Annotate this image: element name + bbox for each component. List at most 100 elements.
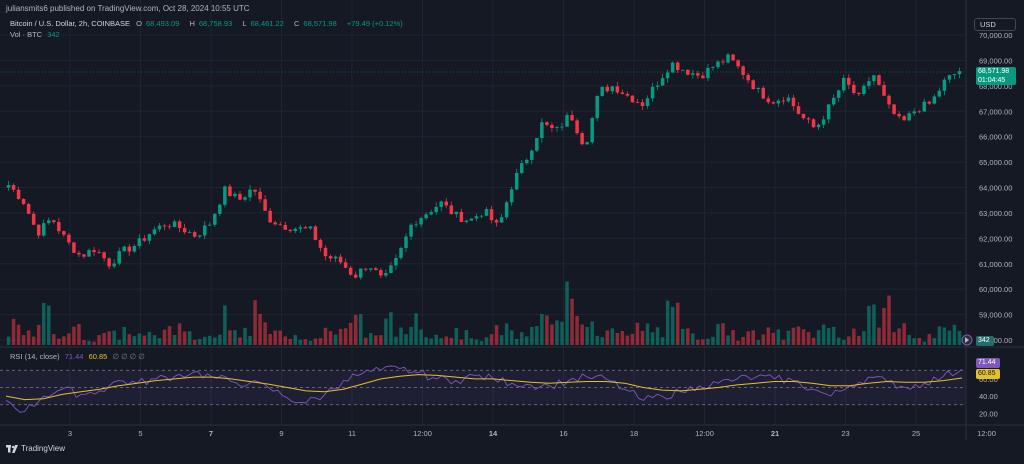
candle-body [338, 256, 343, 263]
candle-body [233, 193, 237, 197]
candle-body [474, 216, 479, 219]
volume-bar [726, 335, 730, 345]
tradingview-brand[interactable]: TradingView [6, 444, 65, 453]
volume-bar [595, 335, 599, 345]
candle-body [6, 185, 11, 188]
volume-bar [102, 333, 106, 345]
volume-bar [680, 328, 685, 345]
candle-body [535, 138, 539, 151]
volume-bar [469, 338, 474, 345]
volume-bar [560, 321, 564, 345]
ohlc-open: O 68,493.09 [136, 19, 180, 28]
candle-body [514, 172, 519, 190]
volume-legend[interactable]: Vol · BTC 342 [10, 30, 60, 39]
candle-body [363, 268, 368, 270]
volume-bar [298, 339, 303, 345]
candle-body [831, 97, 836, 105]
volume-bar [77, 324, 81, 345]
rsi-extra-icons[interactable]: ∅ ∅ ∅ ∅ [112, 352, 145, 361]
price-tick-label: 65,000.00 [979, 158, 1012, 167]
candle-body [852, 84, 856, 93]
candle-body [540, 122, 544, 139]
brand-name: TradingView [21, 444, 66, 453]
candle-body [686, 69, 690, 75]
candle-body [836, 90, 841, 98]
rsi-value-badge: 71.44 [976, 358, 1000, 368]
candle-body [751, 80, 755, 90]
candle-body [776, 100, 781, 104]
last-price-badge: 68,571.98 01:04:45 [976, 67, 1016, 85]
volume-bar [353, 314, 358, 345]
candle-body [313, 226, 318, 240]
volume-bar [509, 330, 514, 345]
candle-body [872, 75, 876, 82]
volume-bar [796, 326, 801, 345]
candle-body [11, 185, 16, 190]
price-tick-label: 58,000.00 [979, 336, 1012, 345]
currency-button[interactable]: USD [974, 18, 1016, 31]
volume-bar [831, 326, 836, 345]
candle-body [645, 98, 650, 107]
symbol-title[interactable]: Bitcoin / U.S. Dollar, 2h, COINBASE [10, 19, 131, 28]
rsi-legend[interactable]: RSI (14, close) 71.44 60.85 ∅ ∅ ∅ ∅ [10, 352, 145, 361]
candle-body [796, 106, 801, 114]
candle-body [882, 84, 886, 96]
volume-bar [6, 336, 11, 345]
volume-bar [645, 323, 650, 345]
candle-body [811, 119, 816, 128]
volume-bar [716, 324, 720, 345]
volume-bar [273, 330, 277, 345]
ohlc-high: H 68,758.93 [189, 19, 233, 28]
candle-body [202, 225, 207, 236]
candle-body [82, 254, 86, 257]
volume-bar [691, 333, 695, 345]
symbol-legend[interactable]: Bitcoin / U.S. Dollar, 2h, COINBASE O 68,… [10, 19, 407, 28]
candle-body [942, 79, 947, 91]
candle-body [927, 101, 932, 104]
volume-bar [449, 337, 454, 345]
candle-body [177, 221, 182, 229]
volume-bar [288, 338, 293, 345]
volume-bar [112, 330, 116, 345]
candle-body [374, 268, 378, 271]
candle-body [454, 211, 459, 215]
volume-bar [399, 327, 403, 345]
candle-body [308, 226, 313, 229]
replay-icon[interactable] [961, 334, 973, 346]
volume-bar [545, 315, 549, 345]
candle-body [228, 186, 232, 197]
volume-bar [590, 321, 594, 345]
price-tick-label: 61,000.00 [979, 260, 1012, 269]
candle-body [218, 204, 222, 214]
volume-bar [323, 327, 328, 345]
volume-bar [343, 328, 348, 345]
volume-bar [540, 313, 544, 345]
volume-bar [947, 330, 952, 345]
volume-bar [97, 335, 101, 345]
candle-body [318, 239, 323, 248]
candle-body [288, 229, 293, 232]
volume-bar [519, 332, 524, 345]
volume-bar [328, 331, 333, 345]
volume-bar [358, 314, 363, 345]
candle-body [223, 186, 227, 205]
volume-bar [640, 330, 645, 345]
candle-body [605, 86, 610, 92]
candle-body [273, 222, 277, 225]
volume-bar [308, 340, 313, 345]
volume-bar [600, 337, 605, 345]
volume-bar [363, 337, 368, 345]
candle-body [36, 224, 41, 236]
volume-bar [142, 335, 147, 345]
price-tick-label: 59,000.00 [979, 311, 1012, 320]
price-axis[interactable]: 70,000.00 69,000.00 68,000.00 67,000.00 66,0… [979, 31, 1012, 345]
volume-bar [36, 324, 41, 345]
rsi-line [5, 365, 963, 413]
rsi-lines [5, 365, 963, 413]
candle-body [57, 222, 61, 232]
candle-body [172, 221, 177, 227]
candle-body [303, 227, 308, 229]
